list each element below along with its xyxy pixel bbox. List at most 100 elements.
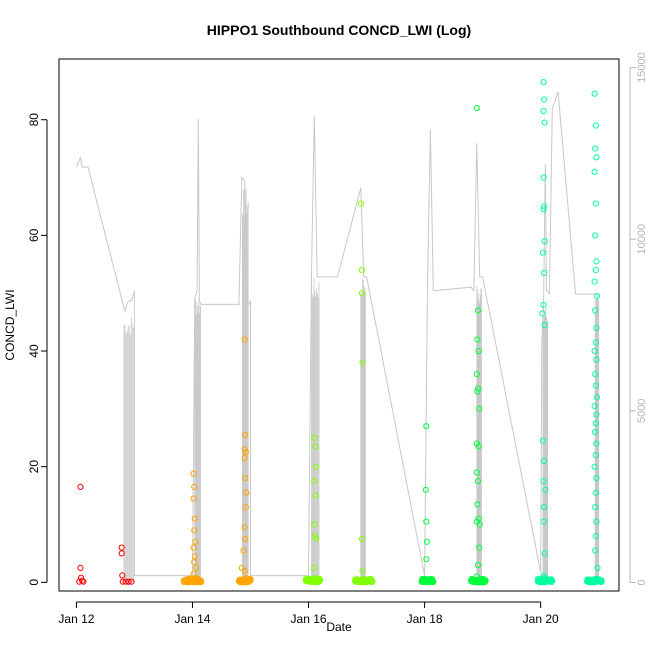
y-tick-label: 40 [27, 344, 41, 358]
x-tick-label: Jan 12 [58, 612, 94, 626]
data-point [591, 463, 598, 470]
data-point [190, 544, 197, 551]
data-point [540, 301, 547, 308]
data-point [540, 518, 547, 525]
data-point [308, 578, 315, 585]
data-point [311, 564, 318, 572]
data-point [592, 489, 599, 496]
plot-frame [58, 58, 620, 592]
data-point [125, 578, 132, 585]
data-point [541, 457, 548, 464]
y-axis-label: CONCD_LWI [3, 289, 17, 360]
data-point [80, 578, 87, 585]
data-point [541, 96, 548, 103]
data-point [475, 443, 482, 450]
data-point [119, 578, 126, 585]
data-point [591, 402, 598, 410]
data-point [77, 483, 84, 490]
data-point [473, 105, 480, 112]
data-point [240, 547, 247, 554]
y2-tick-label: 10000 [636, 224, 648, 255]
data-point [359, 359, 366, 366]
y-tick-label: 80 [27, 113, 41, 127]
data-point [541, 238, 548, 245]
data-point [242, 475, 249, 482]
data-point [423, 556, 430, 563]
data-point [591, 168, 598, 175]
data-point [593, 154, 600, 161]
data-point [591, 90, 598, 97]
data-point [541, 321, 548, 329]
data-point [474, 336, 481, 343]
data-point [540, 107, 547, 115]
data-point [474, 478, 482, 485]
data-point [422, 486, 429, 493]
data-point [191, 483, 198, 490]
data-point [357, 200, 364, 207]
data-point [191, 559, 198, 566]
data-point [242, 431, 249, 438]
data-point [593, 475, 600, 482]
data-point [592, 339, 599, 346]
data-point [313, 535, 320, 543]
data-point [122, 578, 129, 585]
data-point [541, 550, 548, 557]
axes-layer: 0 20 40 60 80 0 5000 10000 15000 Jan 12 Jan 14 Jan … [27, 52, 648, 626]
data-point [592, 145, 599, 152]
data-point [190, 470, 197, 477]
data-point [359, 567, 366, 574]
data-point [241, 567, 248, 574]
data-point [473, 371, 480, 378]
data-point [593, 258, 600, 265]
data-point [593, 394, 601, 401]
data-point [358, 535, 365, 543]
data-point [592, 232, 599, 239]
data-point [311, 478, 318, 485]
data-point [476, 544, 483, 551]
data-point [423, 423, 430, 430]
x-tick-label: Jan 14 [174, 612, 210, 626]
data-point [242, 504, 249, 511]
data-point [474, 388, 481, 395]
data-point [191, 553, 198, 560]
data-point [424, 578, 431, 585]
data-point [598, 577, 605, 584]
data-point [77, 564, 84, 572]
data-point [474, 307, 482, 314]
x-tick-label: Jan 20 [523, 612, 559, 626]
data-point [592, 371, 599, 378]
data-point [476, 578, 483, 585]
data-point [311, 533, 318, 540]
data-point [543, 578, 550, 585]
data-point [423, 518, 430, 525]
y2-tick-label: 5000 [636, 399, 648, 423]
data-point [198, 579, 205, 586]
data-point [242, 535, 249, 543]
y2-tick-label: 0 [636, 579, 648, 585]
data-point [591, 278, 598, 285]
data-point [540, 206, 547, 213]
data-point [540, 79, 547, 86]
data-point [311, 521, 318, 528]
data-point [192, 564, 200, 572]
data-point [592, 382, 599, 389]
data-point [360, 578, 367, 585]
data-point [243, 489, 250, 496]
data-point [539, 437, 547, 444]
data-point [541, 269, 548, 277]
data-point [312, 574, 319, 581]
data-point [190, 495, 197, 502]
data-point [474, 561, 482, 569]
data-point [192, 574, 199, 581]
data-point [241, 336, 248, 343]
data-point [423, 538, 430, 545]
data-point [541, 119, 548, 126]
y2-tick-label: 15000 [636, 52, 648, 83]
data-point [593, 440, 600, 447]
data-point [592, 547, 599, 554]
data-point [592, 122, 599, 129]
data-point [541, 504, 548, 511]
data-point [118, 544, 125, 551]
data-point [476, 405, 483, 412]
data-point [312, 492, 319, 499]
